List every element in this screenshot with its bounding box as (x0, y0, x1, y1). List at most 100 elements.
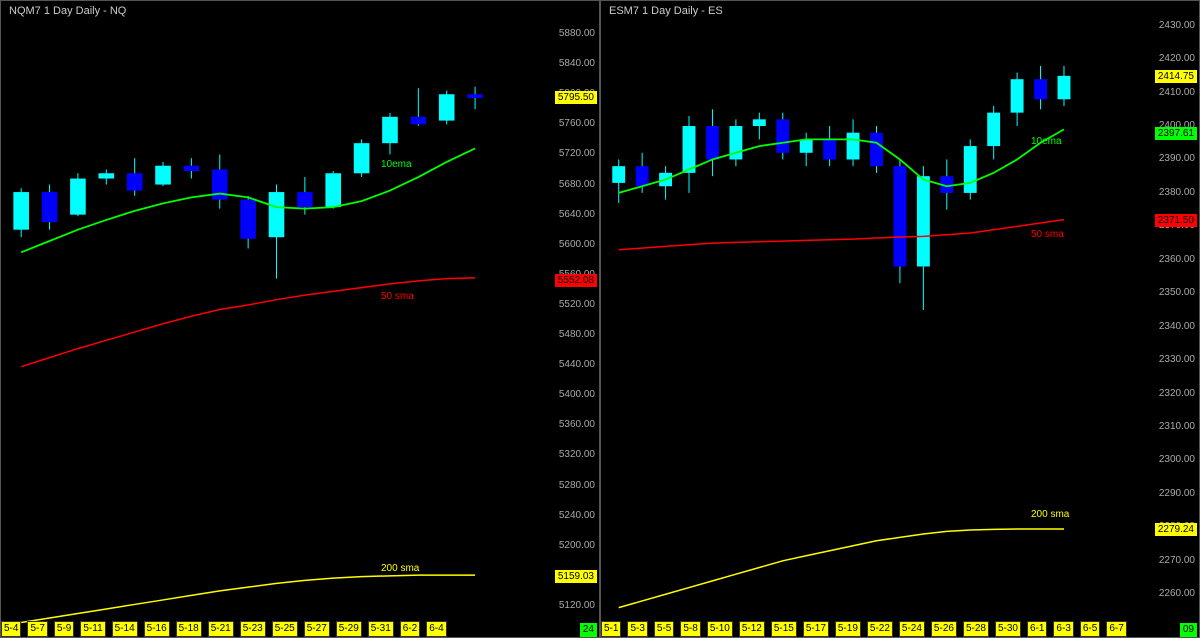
candle[interactable] (706, 126, 719, 159)
y-tick-label: 2380.00 (1159, 187, 1195, 198)
indicator-label: 200 sma (381, 563, 419, 574)
x-tick-label: 6-2 (400, 621, 420, 637)
chart-title-es: ESM7 1 Day Daily - ES (609, 5, 723, 17)
candle[interactable] (411, 117, 427, 125)
chart-panel-nq[interactable]: NQM7 1 Day Daily - NQ 5880.005840.005800… (0, 0, 600, 638)
x-tick-label: 5-15 (771, 621, 797, 637)
y-tick-label: 5760.00 (559, 118, 595, 129)
indicator-label: 50 sma (381, 291, 414, 302)
y-tick-label: 2330.00 (1159, 354, 1195, 365)
x-axis: 5-45-75-95-115-145-165-185-215-235-255-2… (1, 621, 549, 637)
y-tick-label: 5400.00 (559, 389, 595, 400)
x-tick-label: 5-21 (208, 621, 234, 637)
x-tick-label: 5-19 (835, 621, 861, 637)
chart-container: NQM7 1 Day Daily - NQ 5880.005840.005800… (0, 0, 1200, 638)
y-tick-label: 2320.00 (1159, 388, 1195, 399)
price-tag: 2414.75 (1155, 70, 1197, 83)
price-tag: 2371.50 (1155, 214, 1197, 227)
x-tick-label: 5-31 (368, 621, 394, 637)
x-tick-label: 5-8 (680, 621, 700, 637)
candle[interactable] (467, 94, 483, 98)
x-tick-label: 5-7 (27, 621, 47, 637)
y-tick-label: 5840.00 (559, 58, 595, 69)
x-tick-label: 5-24 (899, 621, 925, 637)
x-tick-label: 5-27 (304, 621, 330, 637)
candle[interactable] (964, 146, 977, 193)
y-tick-label: 2350.00 (1159, 287, 1195, 298)
y-tick-label: 5480.00 (559, 329, 595, 340)
y-tick-label: 5320.00 (559, 449, 595, 460)
price-tag: 2279.24 (1155, 523, 1197, 536)
price-tag: 5552.08 (555, 274, 597, 287)
candle[interactable] (13, 192, 29, 230)
y-tick-label: 2340.00 (1159, 321, 1195, 332)
x-tick-label: 5-30 (995, 621, 1021, 637)
x-tick-label: 6-3 (1053, 621, 1073, 637)
indicator-line (619, 220, 1064, 250)
candle[interactable] (870, 133, 883, 166)
candle[interactable] (893, 166, 906, 266)
x-tick-label: 5-10 (707, 621, 733, 637)
x-tick-label: 6-4 (426, 621, 446, 637)
y-tick-label: 2290.00 (1159, 488, 1195, 499)
y-tick-label: 2270.00 (1159, 555, 1195, 566)
candle[interactable] (847, 133, 860, 160)
candle[interactable] (1034, 79, 1047, 99)
candle[interactable] (42, 192, 58, 222)
candle[interactable] (776, 119, 789, 152)
y-tick-label: 2390.00 (1159, 153, 1195, 164)
x-tick-label: 6-5 (1080, 621, 1100, 637)
x-tick-label: 5-23 (240, 621, 266, 637)
x-tick-label: 5-1 (601, 621, 621, 637)
candle[interactable] (800, 139, 813, 152)
y-tick-label: 5600.00 (559, 239, 595, 250)
y-tick-label: 2360.00 (1159, 254, 1195, 265)
indicator-label: 10ema (381, 159, 412, 170)
candle[interactable] (1011, 79, 1024, 112)
x-tick-label: 5-14 (112, 621, 138, 637)
candle[interactable] (382, 117, 398, 143)
y-tick-label: 5720.00 (559, 148, 595, 159)
candle[interactable] (636, 166, 649, 186)
candle[interactable] (155, 166, 171, 185)
x-tick-label: 5-22 (867, 621, 893, 637)
chart-svg (1, 1, 601, 638)
x-highlight: 24 (580, 623, 597, 637)
x-tick-label: 5-28 (963, 621, 989, 637)
candle[interactable] (297, 192, 313, 207)
x-tick-label: 5-25 (272, 621, 298, 637)
candle[interactable] (612, 166, 625, 183)
candle[interactable] (1058, 76, 1071, 99)
candle[interactable] (439, 94, 455, 120)
x-tick-label: 6-1 (1027, 621, 1047, 637)
x-tick-label: 5-11 (80, 621, 105, 637)
y-tick-label: 5280.00 (559, 480, 595, 491)
candle[interactable] (240, 200, 256, 239)
price-tag: 2397.61 (1155, 127, 1197, 140)
candle[interactable] (325, 173, 341, 207)
candle[interactable] (98, 173, 114, 178)
y-tick-label: 5520.00 (559, 299, 595, 310)
y-tick-label: 5120.00 (559, 600, 595, 611)
indicator-label: 200 sma (1031, 509, 1069, 520)
candle[interactable] (753, 119, 766, 126)
x-tick-label: 5-17 (803, 621, 829, 637)
y-tick-label: 2310.00 (1159, 421, 1195, 432)
candle[interactable] (354, 143, 370, 173)
candle[interactable] (269, 192, 285, 237)
y-tick-label: 2260.00 (1159, 588, 1195, 599)
x-tick-label: 5-12 (739, 621, 765, 637)
candle[interactable] (823, 139, 836, 159)
x-tick-label: 5-16 (144, 621, 170, 637)
candle[interactable] (683, 126, 696, 173)
indicator-line (619, 529, 1064, 608)
chart-panel-es[interactable]: ESM7 1 Day Daily - ES 2430.002420.002410… (600, 0, 1200, 638)
candle[interactable] (184, 166, 200, 171)
candle[interactable] (917, 176, 930, 266)
candle[interactable] (127, 173, 143, 190)
y-tick-label: 5640.00 (559, 209, 595, 220)
candle[interactable] (987, 113, 1000, 146)
candle[interactable] (70, 179, 86, 215)
y-tick-label: 5880.00 (559, 28, 595, 39)
x-tick-label: 5-29 (336, 621, 362, 637)
